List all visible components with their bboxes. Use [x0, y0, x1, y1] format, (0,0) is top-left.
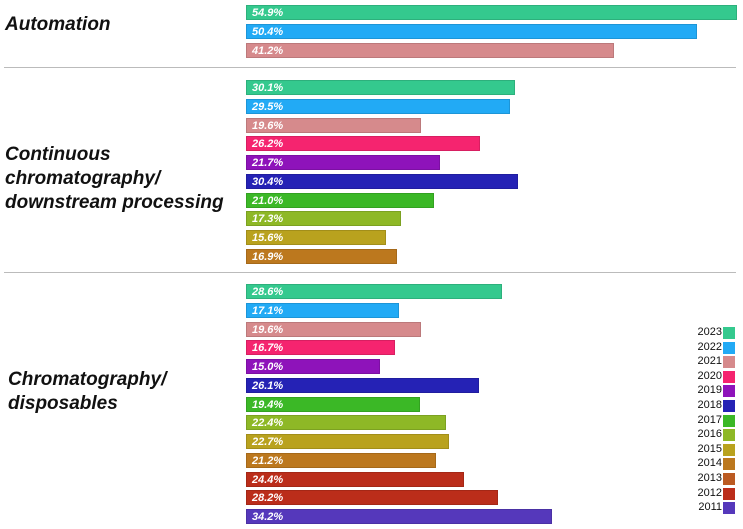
bar: 50.4% [246, 23, 697, 39]
legend-swatch [723, 443, 735, 456]
bar: 15.6% [246, 230, 386, 245]
bar: 22.7% [246, 434, 450, 449]
legend-label: 2018 [697, 399, 722, 411]
bar: 16.9% [246, 248, 398, 264]
legend-swatch [723, 356, 735, 369]
bar-data-label: 24.4% [252, 473, 284, 486]
bar: 26.1% [246, 377, 480, 393]
legend-label: 2022 [697, 340, 722, 353]
legend-swatch [723, 473, 735, 485]
legend-label: 2023 [697, 326, 722, 338]
bar: 26.2% [246, 136, 481, 152]
bar-data-label: 19.6% [252, 323, 284, 336]
bar: 19.6% [246, 321, 422, 337]
group-label-chromatography-disposables: Chromatography/ disposables [8, 369, 167, 414]
legend-swatch [723, 458, 735, 471]
bar: 29.5% [246, 98, 510, 114]
bar: 17.3% [246, 211, 401, 227]
bar-data-label: 17.1% [252, 304, 284, 317]
bar: 28.6% [246, 284, 502, 299]
bar: 16.7% [246, 340, 396, 356]
bar: 54.9% [246, 5, 737, 20]
bar: 21.2% [246, 452, 436, 468]
bar-data-label: 21.7% [252, 157, 284, 169]
legend-label: 2011 [698, 501, 722, 514]
legend-label: 2012 [697, 486, 722, 499]
bar: 30.1% [246, 80, 516, 95]
bar: 41.2% [246, 42, 615, 58]
bar-data-label: 16.9% [252, 250, 284, 263]
bar-data-label: 15.0% [252, 361, 284, 373]
legend-label: 2020 [697, 369, 722, 382]
legend-swatch [723, 327, 735, 339]
legend-swatch [723, 400, 735, 412]
group-label-continuous-chromatography: Continuous chromatography/ downstream pr… [5, 144, 224, 213]
bar: 34.2% [246, 509, 552, 524]
group-label-automation: Automation [5, 14, 111, 35]
legend-swatch [723, 487, 735, 500]
bar-data-label: 22.7% [252, 436, 284, 448]
legend-label: 2021 [697, 355, 722, 368]
bar-data-label: 19.6% [252, 119, 284, 132]
legend-label: 2013 [697, 472, 722, 484]
bar-data-label: 30.1% [252, 82, 284, 94]
legend-swatch [723, 341, 735, 354]
bar-data-label: 54.9% [252, 7, 284, 19]
legend-label: 2017 [697, 413, 722, 426]
legend-label: 2014 [697, 457, 722, 470]
bar-data-label: 26.2% [252, 138, 284, 151]
bar-data-label: 19.4% [252, 398, 284, 411]
bar: 19.6% [246, 117, 422, 133]
legend-swatch [723, 429, 735, 442]
legend-swatch [723, 370, 735, 383]
bar: 22.4% [246, 415, 447, 431]
bar-data-label: 30.4% [252, 175, 284, 188]
bar-data-label: 50.4% [252, 25, 284, 38]
bar-data-label: 17.3% [252, 213, 284, 226]
bar: 21.7% [246, 155, 441, 170]
bar-data-label: 41.2% [252, 44, 284, 57]
legend-swatch [723, 385, 735, 398]
bar-data-label: 21.2% [252, 454, 284, 467]
legend-label: 2015 [697, 442, 722, 455]
bar: 17.1% [246, 302, 399, 318]
bar-data-label: 22.4% [252, 417, 284, 430]
legend-label: 2016 [697, 428, 722, 441]
legend-label: 2019 [697, 384, 722, 397]
bar: 21.0% [246, 192, 434, 208]
bar: 28.2% [246, 490, 499, 506]
group-divider [4, 272, 736, 273]
bar-data-label: 15.6% [252, 232, 284, 244]
bar-data-label: 29.5% [252, 100, 284, 113]
bar: 24.4% [246, 471, 465, 487]
bar-data-label: 21.0% [252, 194, 284, 207]
bar-data-label: 28.6% [252, 286, 284, 298]
bar-data-label: 34.2% [252, 511, 284, 523]
bar-data-label: 26.1% [252, 379, 284, 392]
bar: 19.4% [246, 396, 420, 412]
legend-swatch [723, 414, 735, 427]
bar: 15.0% [246, 359, 381, 374]
bar-data-label: 28.2% [252, 492, 284, 505]
bar-data-label: 16.7% [252, 342, 284, 355]
bar: 30.4% [246, 173, 518, 189]
group-divider [4, 67, 736, 68]
legend-swatch [723, 502, 735, 515]
